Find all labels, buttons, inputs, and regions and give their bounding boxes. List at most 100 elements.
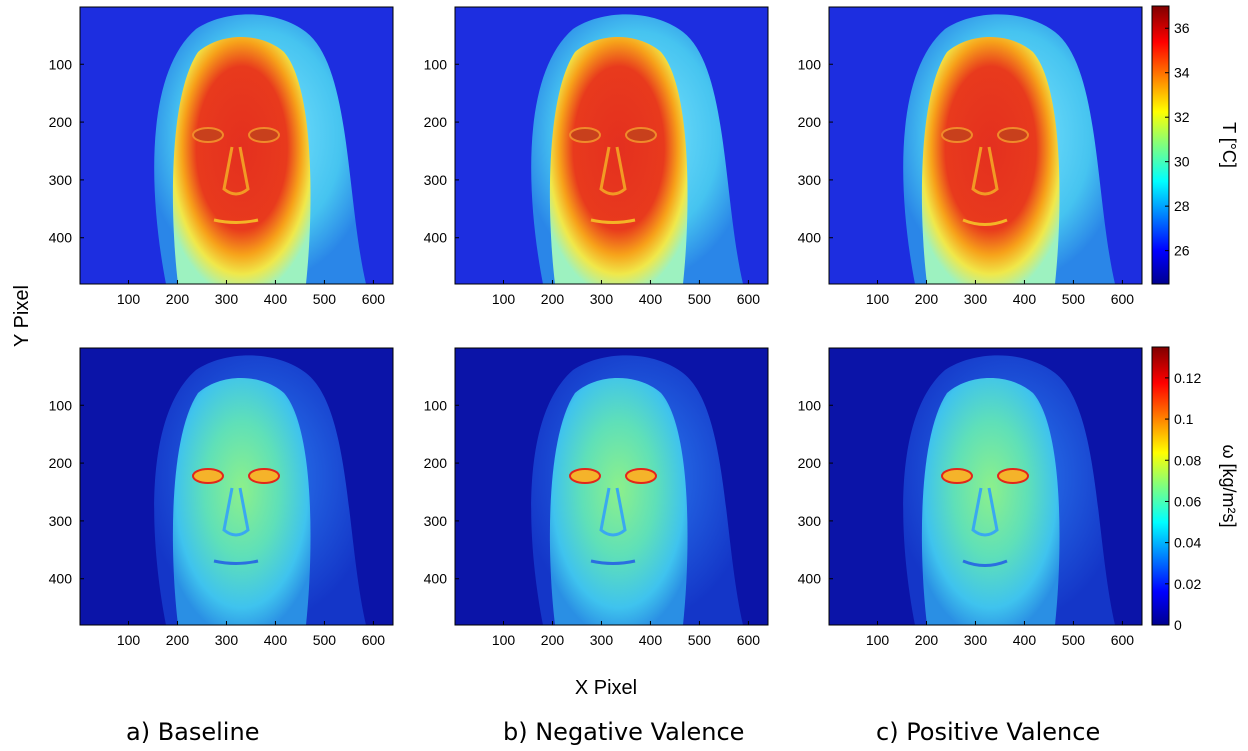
right-eye [248,468,280,484]
heatmap-panel-temperature-positive-valence: 100 200 300 400 500 600 100 200 300 400 [798,6,1143,307]
y-tick-label: 100 [49,56,73,72]
x-tick-label: 200 [541,632,565,648]
colorbar-gradient [1151,5,1170,285]
x-tick-label: 600 [1111,632,1135,648]
colorbar-tick-label: 36 [1174,20,1190,36]
y-tick-label: 200 [49,455,73,471]
axes-frame [828,6,1143,285]
x-tick-label: 500 [313,291,337,307]
x-tick-label: 400 [264,291,288,307]
nose [971,487,999,537]
heatmap-panel-temperature-negative-valence: 100 200 300 400 500 600 100 200 300 400 [424,6,769,307]
y-tick-label: 200 [798,114,822,130]
colorbar-label: ω [kg/m²s] [1219,444,1239,527]
mouth [962,218,1008,226]
x-tick-label: 200 [915,632,939,648]
x-tick-label: 500 [1062,291,1086,307]
colorbar-tick-label: 26 [1174,243,1190,259]
colorbar-perfusion: 0 0.02 0.04 0.06 0.08 0.1 0.12 ω [kg/m²s] [1151,346,1239,633]
y-tick-label: 300 [424,172,448,188]
x-tick-label: 500 [313,632,337,648]
mouth [590,218,636,224]
y-tick-label: 400 [798,571,822,587]
heatmap-panel-temperature-baseline: 100 200 300 400 500 600 100 200 300 400 [49,6,394,307]
left-eye [569,127,601,143]
x-tick-label: 400 [264,632,288,648]
mouth [213,559,259,565]
y-tick-label: 200 [424,114,448,130]
y-tick-label: 100 [798,397,822,413]
right-eye [248,127,280,143]
left-eye [192,127,224,143]
colorbar-tick-label: 28 [1174,198,1190,214]
x-tick-label: 300 [964,632,988,648]
x-tick-label: 500 [688,291,712,307]
right-eye [625,468,657,484]
heatmap-panel-perfusion-baseline: 100 200 300 400 500 600 100 200 300 400 [49,347,394,648]
nose [599,487,627,537]
y-tick-label: 200 [798,455,822,471]
axes-frame [828,347,1143,626]
x-tick-label: 300 [964,291,988,307]
x-tick-label: 100 [866,632,890,648]
heatmap-panel-perfusion-positive-valence: 100 200 300 400 500 600 100 200 300 400 [798,347,1143,648]
left-eye [569,468,601,484]
right-eye [625,127,657,143]
mouth [962,559,1008,567]
y-tick-label: 400 [49,571,73,587]
x-tick-label: 600 [362,632,386,648]
y-tick-label: 300 [49,172,73,188]
colorbar-gradient [1151,346,1170,626]
y-tick-label: 100 [798,56,822,72]
x-tick-label: 400 [639,291,663,307]
colorbar-temperature: 26 28 30 32 34 36 T [°C] [1151,5,1239,285]
heatmap-panel-perfusion-negative-valence: 100 200 300 400 500 600 100 200 300 400 [424,347,769,648]
y-tick-label: 100 [424,56,448,72]
left-eye [941,468,973,484]
colorbar-tick-label: 0.04 [1174,535,1201,551]
axes-frame [79,6,394,285]
colorbar-tick-label: 0.12 [1174,370,1201,386]
colorbar-tick-label: 30 [1174,154,1190,170]
y-tick-label: 400 [424,230,448,246]
y-tick-label: 200 [424,455,448,471]
x-tick-label: 200 [541,291,565,307]
x-tick-label: 300 [215,291,239,307]
x-tick-label: 500 [1062,632,1086,648]
x-tick-label: 600 [737,291,761,307]
x-tick-label: 100 [492,632,516,648]
x-tick-label: 600 [362,291,386,307]
right-eye [997,468,1029,484]
nose [971,146,999,196]
y-tick-label: 400 [424,571,448,587]
x-tick-label: 300 [590,291,614,307]
colorbar-tick-label: 0.1 [1174,411,1194,427]
x-tick-label: 100 [117,291,141,307]
caption-baseline: a) Baseline [126,718,260,746]
x-tick-label: 400 [1013,632,1037,648]
colorbar-label: T [°C] [1219,122,1239,168]
y-tick-label: 100 [49,397,73,413]
x-tick-label: 100 [866,291,890,307]
y-tick-label: 200 [49,114,73,130]
colorbar-tick-label: 0.02 [1174,576,1201,592]
x-tick-label: 300 [590,632,614,648]
axes-frame [454,347,769,626]
left-eye [941,127,973,143]
nose [222,487,250,537]
y-tick-label: 300 [49,513,73,529]
x-tick-label: 600 [1111,291,1135,307]
nose [222,146,250,196]
x-tick-label: 100 [117,632,141,648]
colorbar-tick-label: 32 [1174,109,1190,125]
x-axis-label: X Pixel [575,677,637,699]
y-tick-label: 400 [49,230,73,246]
x-tick-label: 200 [166,291,190,307]
y-tick-label: 300 [424,513,448,529]
y-axis-label: Y Pixel [11,285,33,347]
y-tick-label: 300 [798,172,822,188]
colorbar-tick-label: 0.06 [1174,493,1201,509]
caption-negative-valence: b) Negative Valence [503,718,745,746]
x-tick-label: 300 [215,632,239,648]
